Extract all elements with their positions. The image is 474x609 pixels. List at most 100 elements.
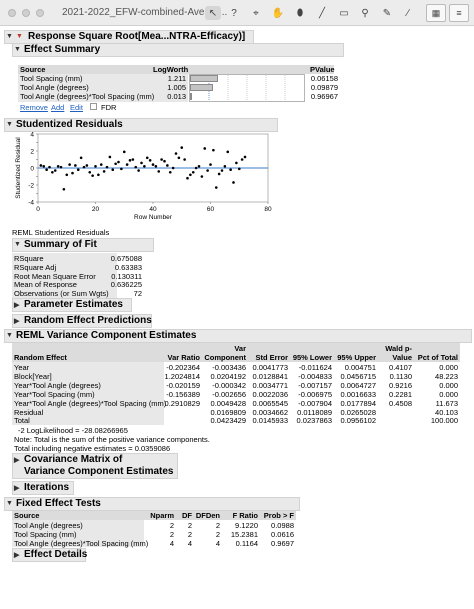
lasso-icon[interactable]: ⬮ [296, 7, 304, 19]
reml-cell-pct: 11.673 [435, 398, 458, 408]
studentized-residuals-title: Studentized Residuals [16, 119, 123, 130]
random-effect-name: Year*Tool Angle (degrees)*Tool Spacing (… [14, 398, 167, 408]
red-triangle-menu-icon[interactable]: ▼ [16, 32, 23, 40]
y-tick-label: 4 [30, 132, 34, 138]
disclosure-down-icon[interactable]: ▼ [6, 500, 13, 507]
residual-point [143, 165, 146, 168]
disclosure-down-icon[interactable]: ▼ [6, 332, 13, 339]
hand-icon[interactable]: ✋ [271, 7, 285, 19]
residual-point [232, 181, 235, 184]
fit-stat-label: Mean of Response [14, 280, 77, 290]
residual-point [200, 175, 204, 178]
reml-cell-comp: -0.003436 [212, 363, 246, 372]
col-var-ratio: Var Ratio [167, 353, 200, 362]
reml-cell-comp: 0.0049428 [210, 398, 246, 408]
effect-logworth: 1.211 [167, 74, 186, 83]
disclosure-right-icon[interactable]: ▶ [14, 317, 20, 325]
pointer-icon[interactable]: ↖ [205, 6, 221, 20]
fixed-effect-df: 2 [187, 529, 192, 539]
reml-cell-upper: 0.0956102 [340, 416, 376, 426]
covariance-matrix-title: Covariance Matrix of Variance Component E… [24, 454, 174, 477]
fixed-effect-dfden: 2 [215, 521, 220, 530]
help-icon[interactable]: ? [231, 7, 237, 19]
minimize-window-button[interactable] [22, 9, 30, 17]
col-f-ratio: F Ratio [232, 511, 258, 520]
residual-point [42, 165, 46, 168]
effect-summary-header[interactable]: ▼ Effect Summary [14, 44, 100, 55]
fixed-effect-fratio: 9.1220 [235, 521, 258, 530]
covariance-matrix-outline [12, 453, 178, 479]
brush-icon[interactable]: ╱ [318, 7, 326, 19]
studentized-residuals-header[interactable]: ▼ Studentized Residuals [6, 119, 123, 130]
fixed-effect-df: 4 [187, 538, 192, 548]
residual-point [140, 161, 143, 165]
disclosure-down-icon[interactable]: ▼ [14, 46, 21, 53]
remove-link[interactable]: Remove [20, 103, 48, 112]
add-link[interactable]: Add [51, 103, 65, 112]
magnifier-icon[interactable]: ⚲ [361, 7, 369, 19]
disclosure-down-icon[interactable]: ▼ [14, 241, 21, 248]
effect-details-outline [12, 548, 86, 562]
fdr-checkbox[interactable] [90, 103, 97, 110]
disclosure-right-icon[interactable]: ▶ [14, 301, 20, 309]
fit-stat-value: 0.675088 [110, 254, 142, 263]
effect-details-header[interactable]: ▶ Effect Details [14, 549, 87, 560]
reml-header[interactable]: ▼ REML Variance Component Estimates [6, 330, 196, 341]
crosshair-icon[interactable]: ⌖ [253, 7, 259, 19]
iterations-header[interactable]: ▶ Iterations [14, 482, 69, 493]
disclosure-right-icon[interactable]: ▶ [14, 551, 20, 559]
residual-point [76, 168, 80, 171]
reml-cell-comp: -0.000342 [212, 380, 246, 390]
script-icon[interactable]: ≡ [449, 4, 469, 22]
fixed-effect-dfden: 2 [215, 529, 220, 539]
fixed-effect-tests-header[interactable]: ▼ Fixed Effect Tests [6, 498, 101, 509]
residual-point [79, 156, 83, 160]
edit-link[interactable]: Edit [70, 103, 83, 112]
pen-icon[interactable]: ✎ [382, 7, 392, 19]
disclosure-down-icon[interactable]: ▼ [6, 33, 13, 40]
fixed-effect-nparm: 2 [169, 529, 174, 539]
residual-point [71, 171, 74, 175]
covariance-matrix-header[interactable]: ▶ Covariance Matrix of Variance Component… [14, 454, 174, 478]
reml-cell-se: 0.0041773 [252, 363, 288, 372]
reml-table-header [12, 343, 460, 362]
residual-point [237, 167, 241, 171]
effect-source: Tool Angle (degrees) [20, 83, 89, 92]
disclosure-down-icon[interactable]: ▼ [6, 121, 13, 128]
report-header[interactable]: ▼ ▼ Response Square Root[Mea...NTRA-Effi… [6, 31, 245, 42]
residual-point [68, 163, 71, 166]
residual-point [209, 163, 212, 166]
line-tool-icon[interactable]: ∕ [407, 7, 409, 19]
data-table-icon[interactable]: ▦ [426, 4, 446, 22]
summary-of-fit-header[interactable]: ▼ Summary of Fit [14, 239, 97, 250]
random-effect-predictions-header[interactable]: ▶ Random Effect Predictions [14, 315, 152, 326]
residual-point [180, 146, 184, 149]
reml-cell-upper: 0.0064727 [340, 380, 376, 390]
residual-point [128, 159, 132, 162]
col-pct-of-total: Pct of Total [417, 353, 458, 362]
window-titlebar: 2021-2022_EFW-combined-Averag... ↖ ? ⌖ ✋… [0, 0, 474, 26]
reml-cell-comp: 0.0204192 [210, 371, 246, 381]
fixed-effect-fratio: 0.1164 [235, 538, 258, 548]
parameter-estimates-header[interactable]: ▶ Parameter Estimates [14, 299, 123, 310]
fixed-effect-source: Tool Angle (degrees) [14, 521, 83, 530]
random-effect-predictions-title: Random Effect Predictions [24, 315, 152, 326]
disclosure-right-icon[interactable]: ▶ [14, 457, 20, 464]
residual-point [174, 152, 178, 155]
reml-cell-ratio: 0.2910829 [164, 398, 200, 408]
col-source: Source [20, 65, 46, 74]
disclosure-right-icon[interactable]: ▶ [14, 484, 20, 492]
residual-point [111, 168, 115, 171]
residual-point [85, 164, 89, 167]
x-tick-label: 60 [207, 206, 215, 213]
annotate-icon[interactable]: ▭ [339, 7, 349, 19]
fit-stat-label: RSquare [14, 254, 44, 263]
residual-point [189, 173, 192, 177]
residual-point [59, 165, 63, 169]
random-effect-name: Residual [14, 407, 44, 417]
close-window-button[interactable] [8, 9, 16, 17]
zoom-window-button[interactable] [36, 9, 44, 17]
col-95-lower: 95% Lower [292, 353, 332, 362]
